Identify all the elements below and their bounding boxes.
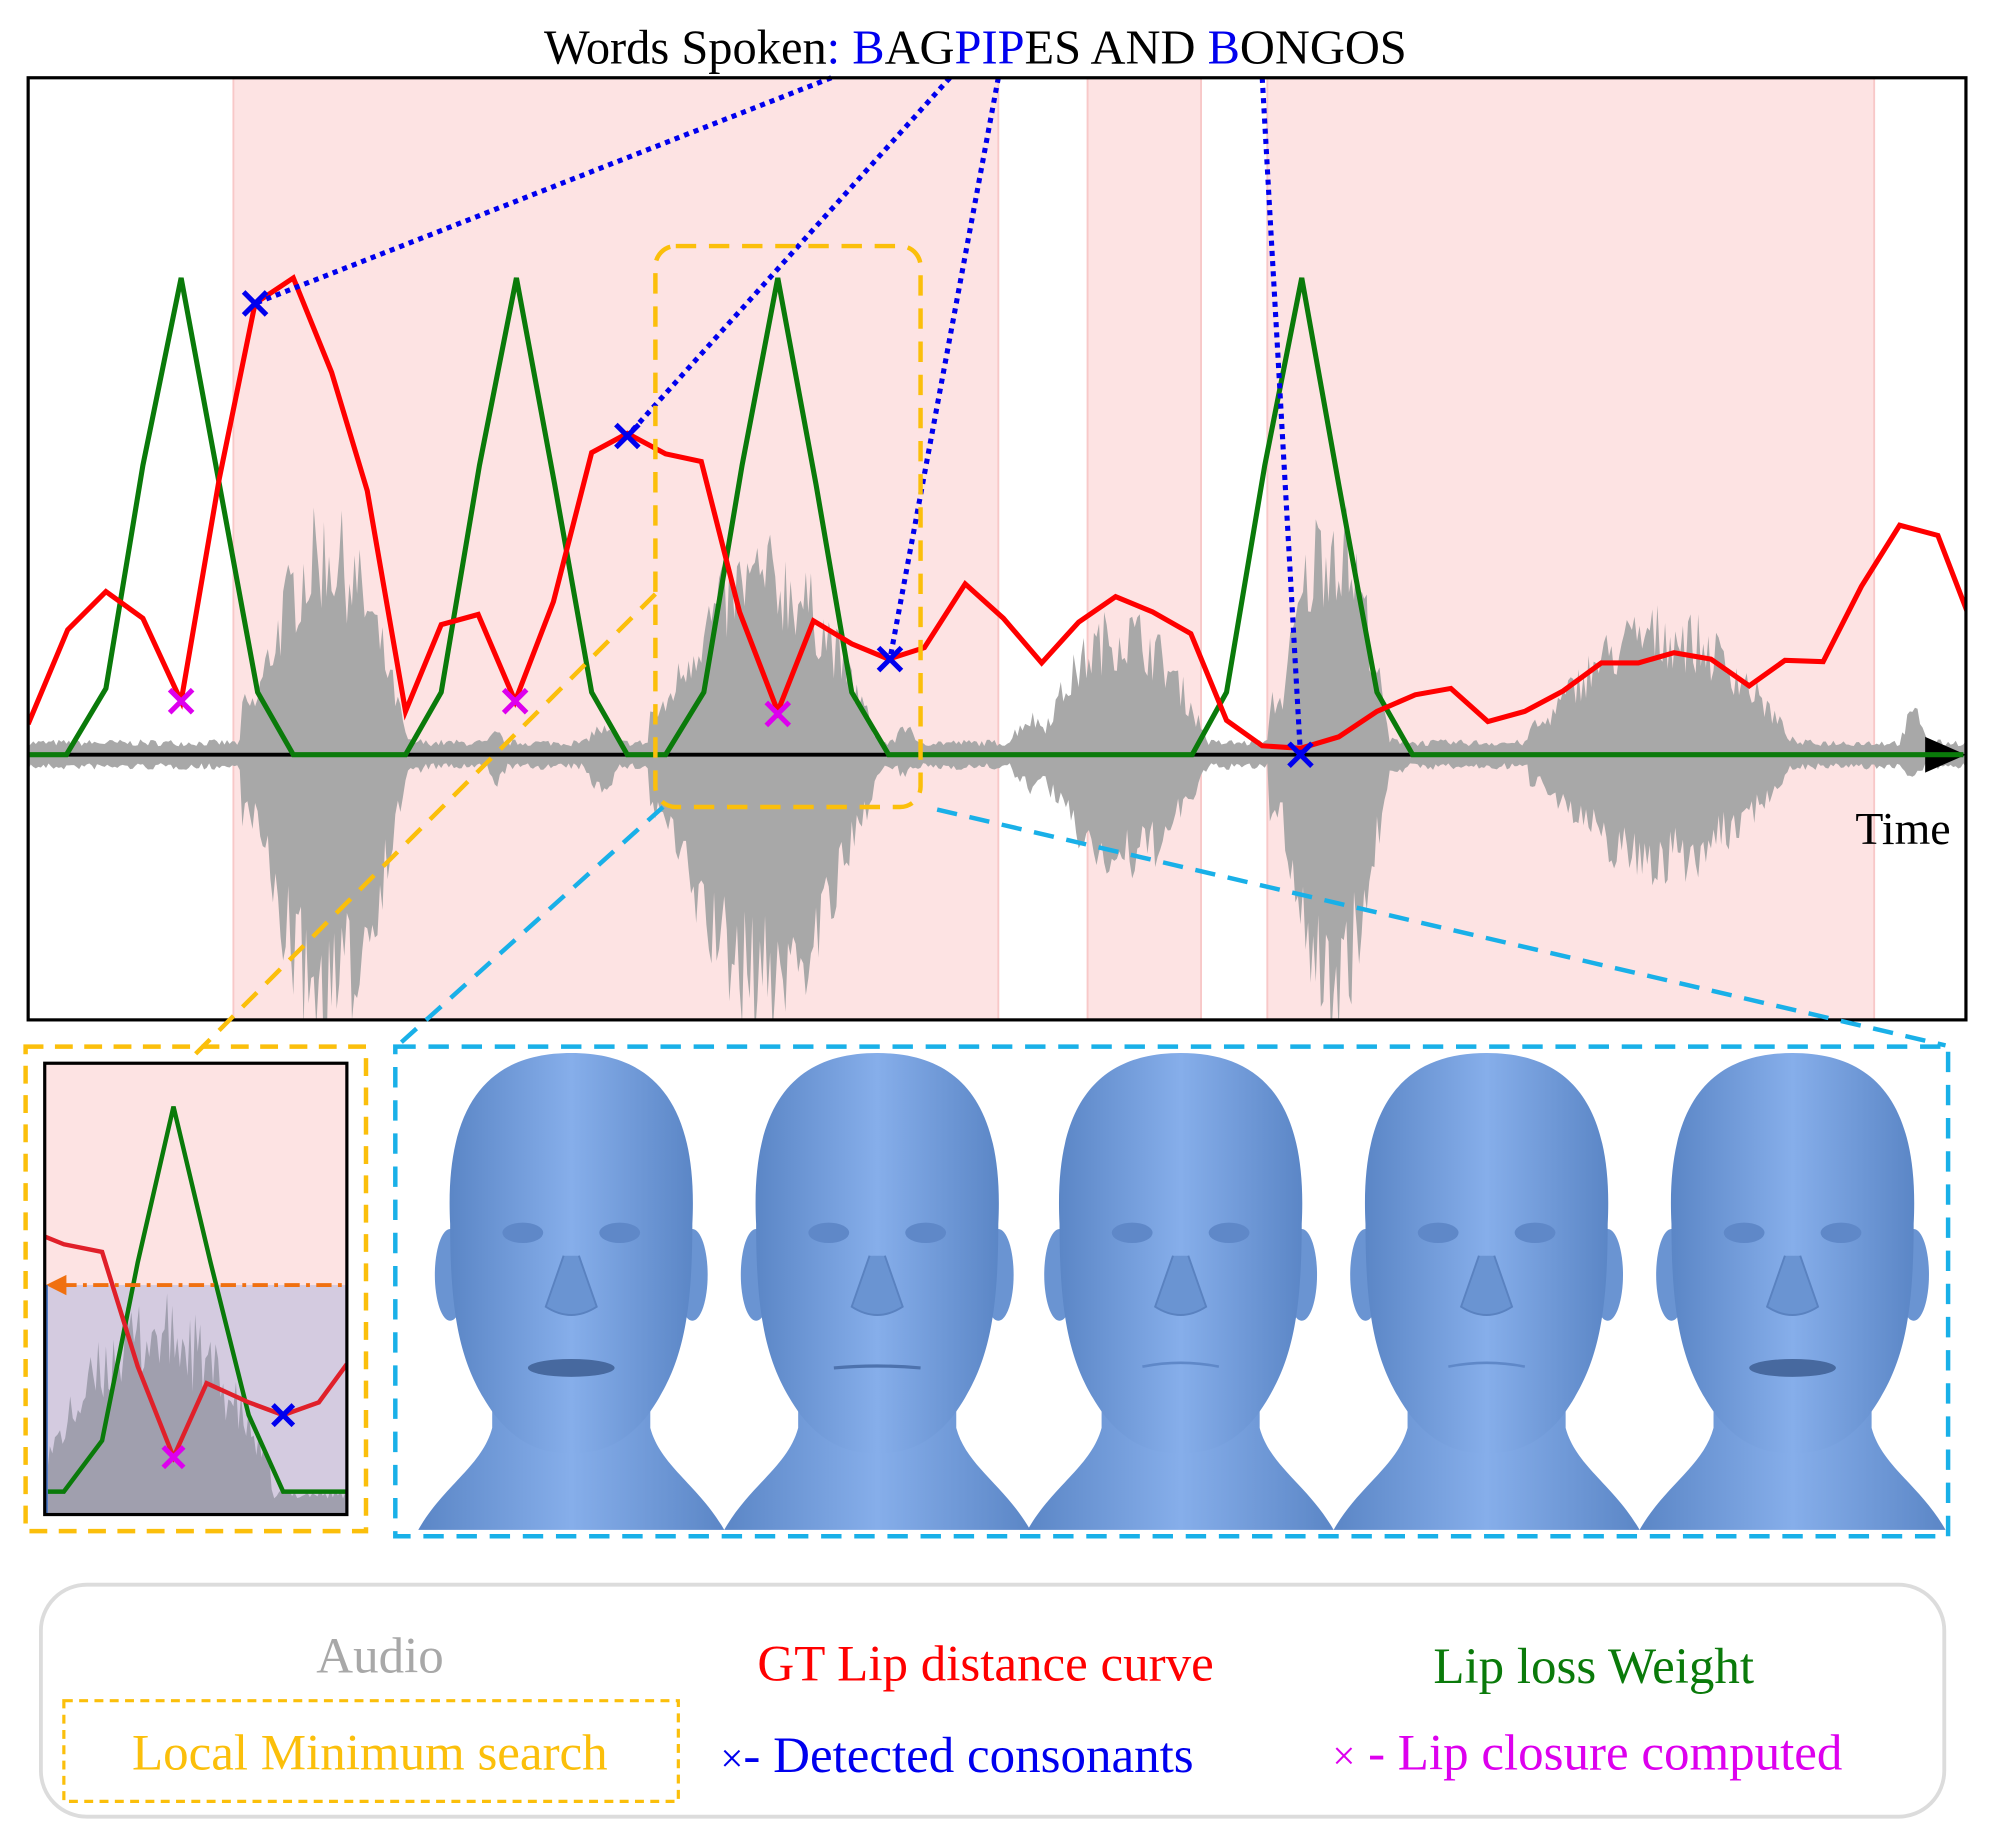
nose: [1153, 1255, 1208, 1316]
left-eye: [1723, 1222, 1765, 1243]
detected-consonant-marker-icon: [1287, 741, 1314, 768]
legend-local-min-box: [62, 1699, 680, 1803]
lip-loss-weight-curve: [28, 277, 1964, 758]
time-axis-label: Time: [1855, 803, 1950, 854]
left-eye: [808, 1222, 850, 1243]
title-part: PIP: [955, 22, 1025, 75]
consonant-link-line: [1259, 77, 1304, 755]
left-eye: [502, 1222, 544, 1243]
speech-region: [1086, 77, 1202, 1020]
face-render-2: [724, 1053, 1031, 1530]
title-part: AG: [885, 22, 955, 75]
inset-consonant-marker-icon: [271, 1403, 296, 1428]
inset-lip-closure-marker-icon: [161, 1445, 186, 1470]
legend-audio: Audio: [316, 1629, 443, 1685]
lip-closure-marker-icon: [764, 700, 792, 728]
head: [449, 1053, 693, 1454]
title-part: ES AND: [1025, 22, 1208, 75]
right-eye: [905, 1222, 947, 1243]
mouth-open: [527, 1359, 615, 1377]
mouth-closed: [833, 1364, 921, 1370]
legend-closure: × - Lip closure computed: [1332, 1726, 1842, 1782]
inset-connector-line: [187, 592, 657, 1063]
figure-title: Words Spoken: BAGPIPES AND BONGOS: [544, 22, 1407, 75]
legend-consonants: ×- Detected consonants: [720, 1728, 1193, 1784]
head: [755, 1053, 999, 1454]
mouth-open: [1749, 1359, 1836, 1377]
main-plot: Time: [26, 75, 1968, 1022]
consonant-link-line: [887, 77, 1001, 660]
left-eye: [1111, 1222, 1153, 1243]
closure-marker-icon: ×: [1332, 1734, 1355, 1779]
inset-lip-weight-curve: [44, 1106, 347, 1494]
head: [1058, 1053, 1303, 1454]
lip-closure-marker-icon: [167, 687, 195, 715]
detected-consonant-marker-icon: [614, 422, 641, 450]
legend-local-min: Local Minimum search: [132, 1726, 608, 1782]
left-eye: [1417, 1222, 1459, 1243]
nose: [544, 1255, 598, 1316]
faces-panel: [393, 1044, 1951, 1539]
face-render-5: [1639, 1053, 1946, 1530]
right-eye: [1820, 1222, 1862, 1243]
legend: Audio GT Lip distance curve Lip loss Wei…: [38, 1582, 1947, 1819]
head: [1364, 1053, 1609, 1454]
local-minimum-inset: [23, 1044, 369, 1534]
mouth-closed: [1142, 1361, 1220, 1368]
legend-consonants-label: - Detected consonants: [743, 1728, 1193, 1784]
nose: [850, 1255, 904, 1316]
title-part: B: [1208, 22, 1240, 75]
legend-closure-label: - Lip closure computed: [1355, 1726, 1842, 1782]
title-part: ONGOS: [1240, 22, 1407, 75]
consonant-marker-icon: ×: [720, 1736, 743, 1781]
face-render-4: [1333, 1053, 1640, 1530]
nose: [1765, 1255, 1820, 1316]
consonant-link-line: [254, 75, 833, 306]
title-words: BAGPIPES AND BONGOS: [840, 22, 1407, 75]
faces-connector-left: [396, 805, 665, 1048]
legend-lip-weight: Lip loss Weight: [1433, 1639, 1754, 1695]
right-eye: [1514, 1222, 1556, 1243]
title-prefix: Words Spoken: [544, 22, 827, 75]
right-eye: [1208, 1222, 1250, 1243]
lip-closure-marker-icon: [501, 687, 529, 715]
title-part: B: [840, 22, 884, 75]
inset-gt-curve: [44, 1234, 347, 1463]
consonant-link-line: [625, 76, 952, 438]
gt-lip-distance-curve: [28, 274, 1966, 751]
detected-consonant-marker-icon: [876, 645, 904, 673]
local-minimum-search-window: [653, 243, 923, 810]
right-eye: [599, 1222, 641, 1243]
face-render-1: [418, 1053, 725, 1530]
mouth-closed: [1448, 1361, 1526, 1368]
face-render-3: [1027, 1053, 1334, 1530]
nose: [1459, 1255, 1514, 1316]
audio-waveform: [28, 505, 1966, 1020]
head: [1670, 1053, 1915, 1454]
threshold-arrow-icon: [46, 1274, 67, 1296]
detected-consonant-marker-icon: [241, 290, 269, 317]
legend-gt-curve: GT Lip distance curve: [757, 1636, 1213, 1692]
plot-frame: [26, 76, 1968, 1022]
faces-connector-right: [936, 807, 1947, 1048]
title-colon: :: [827, 22, 840, 75]
